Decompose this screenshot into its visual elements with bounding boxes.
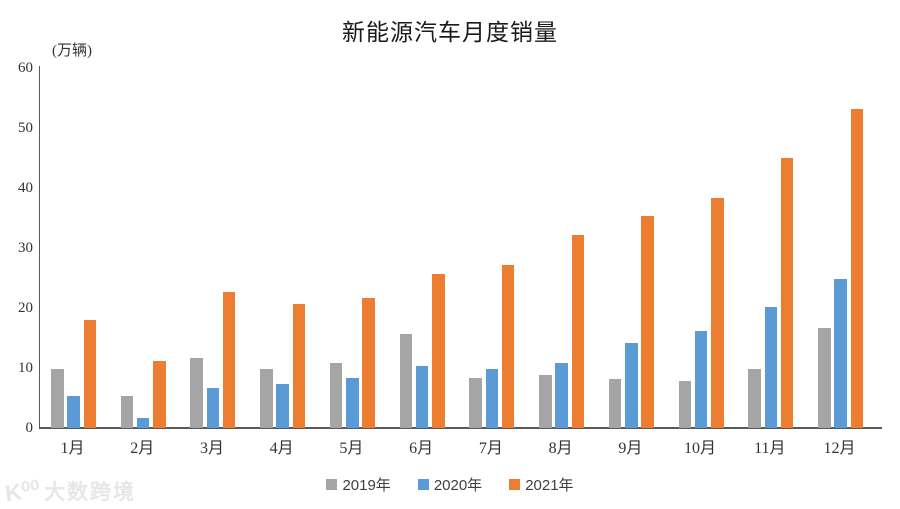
x-axis-label-2月: 2月 (130, 440, 155, 457)
bar-2021年-10月 (711, 198, 724, 428)
bar-2021年-3月 (222, 292, 236, 428)
bar-2020年-6月 (415, 366, 429, 428)
bar-2021年-12月 (850, 109, 864, 428)
y-axis-unit-label: (万辆) (52, 43, 92, 59)
legend-label: 2019年 (342, 477, 391, 494)
bar-2020年-10月 (694, 331, 708, 428)
y-tick-label-10: 10 (18, 360, 33, 376)
bar-2019年-3月 (190, 358, 203, 428)
y-tick-label-40: 40 (18, 180, 33, 196)
y-axis-line (39, 66, 40, 428)
bar-2019年-8月 (539, 375, 552, 428)
legend-item-2020年: 2020年 (417, 474, 483, 495)
bar-2021年-2月 (153, 361, 166, 428)
x-axis-label-3月: 3月 (199, 440, 224, 457)
y-tick-label-0: 0 (25, 420, 34, 436)
bar-2019年-1月 (51, 369, 64, 428)
x-axis-label-6月: 6月 (409, 440, 434, 457)
legend-item-2021年: 2021年 (509, 474, 574, 495)
watermark: K⁰⁰ 大数跨境 (3, 475, 137, 506)
bar-2021年-5月 (362, 297, 375, 428)
bar-2020年-2月 (136, 418, 150, 428)
bar-2020年-1月 (67, 396, 80, 428)
x-axis-label-5月: 5月 (339, 440, 364, 457)
bar-2020年-5月 (346, 378, 359, 428)
bar-2019年-7月 (469, 377, 482, 428)
bar-2021年-7月 (501, 265, 515, 428)
bar-2020年-3月 (206, 388, 220, 428)
bar-2021年-9月 (641, 216, 654, 428)
bar-2019年-11月 (748, 369, 761, 428)
bar-2020年-11月 (764, 307, 778, 428)
bar-2020年-9月 (625, 343, 638, 428)
bar-2021年-8月 (571, 235, 585, 428)
bar-2020年-12月 (834, 279, 847, 428)
x-axis-label-9月: 9月 (618, 440, 643, 457)
y-tick-label-50: 50 (18, 120, 33, 136)
bar-2019年-4月 (260, 368, 273, 428)
legend-swatch-icon (509, 479, 521, 490)
bar-2019年-6月 (399, 334, 413, 428)
bar-2020年-7月 (485, 369, 499, 428)
chart-title: 新能源汽车月度销量 (342, 20, 558, 45)
x-axis-label-8月: 8月 (548, 440, 573, 457)
bar-2019年-9月 (608, 378, 622, 428)
legend-label: 2021年 (525, 477, 574, 494)
x-axis-label-12月: 12月 (823, 440, 856, 457)
bar-2020年-4月 (276, 383, 289, 428)
bar-2019年-12月 (818, 328, 831, 428)
bar-2021年-6月 (432, 273, 445, 428)
x-axis-line (39, 427, 882, 429)
x-axis-label-7月: 7月 (478, 440, 503, 457)
y-tick-label-20: 20 (18, 300, 33, 316)
bar-2021年-11月 (780, 158, 794, 428)
bar-2019年-5月 (329, 363, 343, 428)
legend-label: 2020年 (433, 477, 483, 494)
y-tick-label-30: 30 (18, 240, 33, 256)
legend: 2019年 2020年 2021年 (0, 474, 900, 495)
bar-2021年-4月 (292, 303, 306, 428)
x-axis-label-4月: 4月 (269, 440, 294, 457)
bar-2019年-10月 (678, 380, 692, 428)
legend-item-2019年: 2019年 (326, 474, 391, 495)
bar-2020年-8月 (555, 362, 568, 428)
watermark-text: 大数跨境 (44, 481, 137, 504)
x-axis-label-1月: 1月 (60, 440, 85, 457)
legend-swatch-icon (417, 479, 429, 490)
watermark-logo-icon: K⁰⁰ (3, 475, 42, 506)
legend-swatch-icon (326, 479, 338, 490)
x-axis-label-11月: 11月 (754, 440, 786, 457)
y-tick-label-60: 60 (18, 60, 33, 76)
bar-2021年-1月 (83, 320, 96, 428)
bar-2019年-2月 (120, 395, 134, 428)
x-axis-label-10月: 10月 (684, 440, 717, 457)
